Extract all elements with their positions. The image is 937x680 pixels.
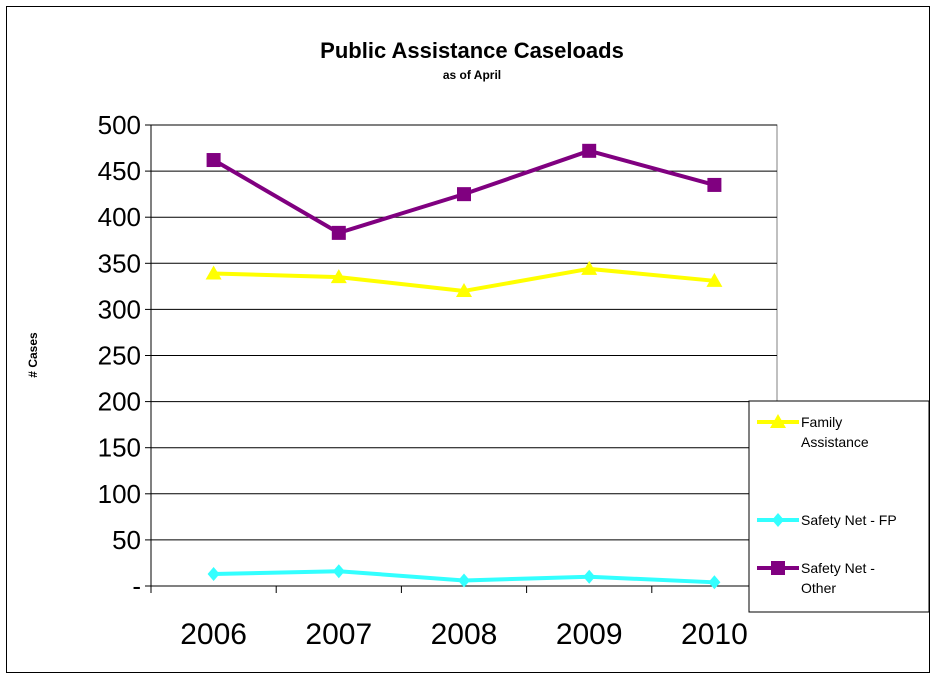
y-axis-label: # Cases bbox=[26, 332, 40, 378]
series-layer bbox=[205, 143, 723, 590]
legend-item: Family Assistance bbox=[757, 414, 869, 450]
x-tick-label: 2006 bbox=[180, 618, 247, 651]
x-tick-label: 2009 bbox=[556, 618, 623, 651]
y-tick-label: 350 bbox=[98, 248, 141, 278]
legend-swatch-marker bbox=[770, 414, 786, 428]
x-tick-label: 2007 bbox=[305, 618, 372, 651]
data-point bbox=[708, 575, 721, 590]
data-point bbox=[330, 269, 347, 284]
x-tick-label: 2008 bbox=[431, 618, 498, 651]
data-point bbox=[331, 225, 346, 240]
chart-title: Public Assistance Caseloads bbox=[320, 38, 624, 63]
legend-label: Other bbox=[801, 580, 836, 596]
legend-box bbox=[748, 400, 930, 613]
x-axis: 2006 2007 2008 2009 2010 bbox=[150, 585, 778, 651]
legend-label: Safety Net - bbox=[801, 560, 875, 576]
legend-label: Assistance bbox=[801, 434, 869, 450]
data-point bbox=[583, 569, 596, 584]
legend-item: Safety Net - Other bbox=[757, 560, 875, 596]
data-point bbox=[582, 143, 597, 158]
legend: Family Assistance Safety Net - FP Safety Ne… bbox=[757, 414, 897, 596]
data-point bbox=[706, 272, 723, 287]
data-point bbox=[207, 567, 220, 582]
data-point bbox=[458, 573, 470, 588]
data-point bbox=[206, 153, 221, 168]
y-tick-label: 450 bbox=[98, 156, 141, 186]
data-point bbox=[205, 265, 222, 280]
legend-swatch-marker bbox=[772, 513, 784, 527]
data-point bbox=[332, 564, 345, 579]
legend-label: Family bbox=[801, 414, 842, 430]
y-tick-label: 300 bbox=[98, 294, 141, 324]
legend-item: Safety Net - FP bbox=[757, 512, 897, 528]
y-tick-label: 100 bbox=[98, 479, 141, 509]
data-point bbox=[707, 177, 722, 192]
chart-subtitle: as of April bbox=[443, 68, 501, 82]
data-point bbox=[457, 187, 471, 202]
gridlines bbox=[151, 124, 777, 541]
x-tick-label: 2010 bbox=[681, 618, 748, 651]
series-safety-net-other bbox=[206, 143, 722, 240]
y-tick-label: 150 bbox=[98, 433, 141, 463]
y-tick-label: - bbox=[132, 571, 141, 601]
series-family-assistance bbox=[205, 260, 723, 297]
y-tick-label: 50 bbox=[112, 525, 141, 555]
y-tick-label: 500 bbox=[98, 110, 141, 140]
data-point bbox=[581, 260, 598, 275]
series-safety-net-fp bbox=[207, 564, 721, 590]
y-tick-label: 400 bbox=[98, 202, 141, 232]
data-point bbox=[456, 282, 472, 297]
legend-label: Safety Net - FP bbox=[801, 512, 897, 528]
y-tick-label: 250 bbox=[98, 341, 141, 371]
y-axis: - 50 100 150 200 250 300 350 400 450 500 bbox=[98, 110, 152, 601]
y-tick-label: 200 bbox=[98, 387, 141, 417]
legend-swatch-marker bbox=[771, 561, 785, 575]
